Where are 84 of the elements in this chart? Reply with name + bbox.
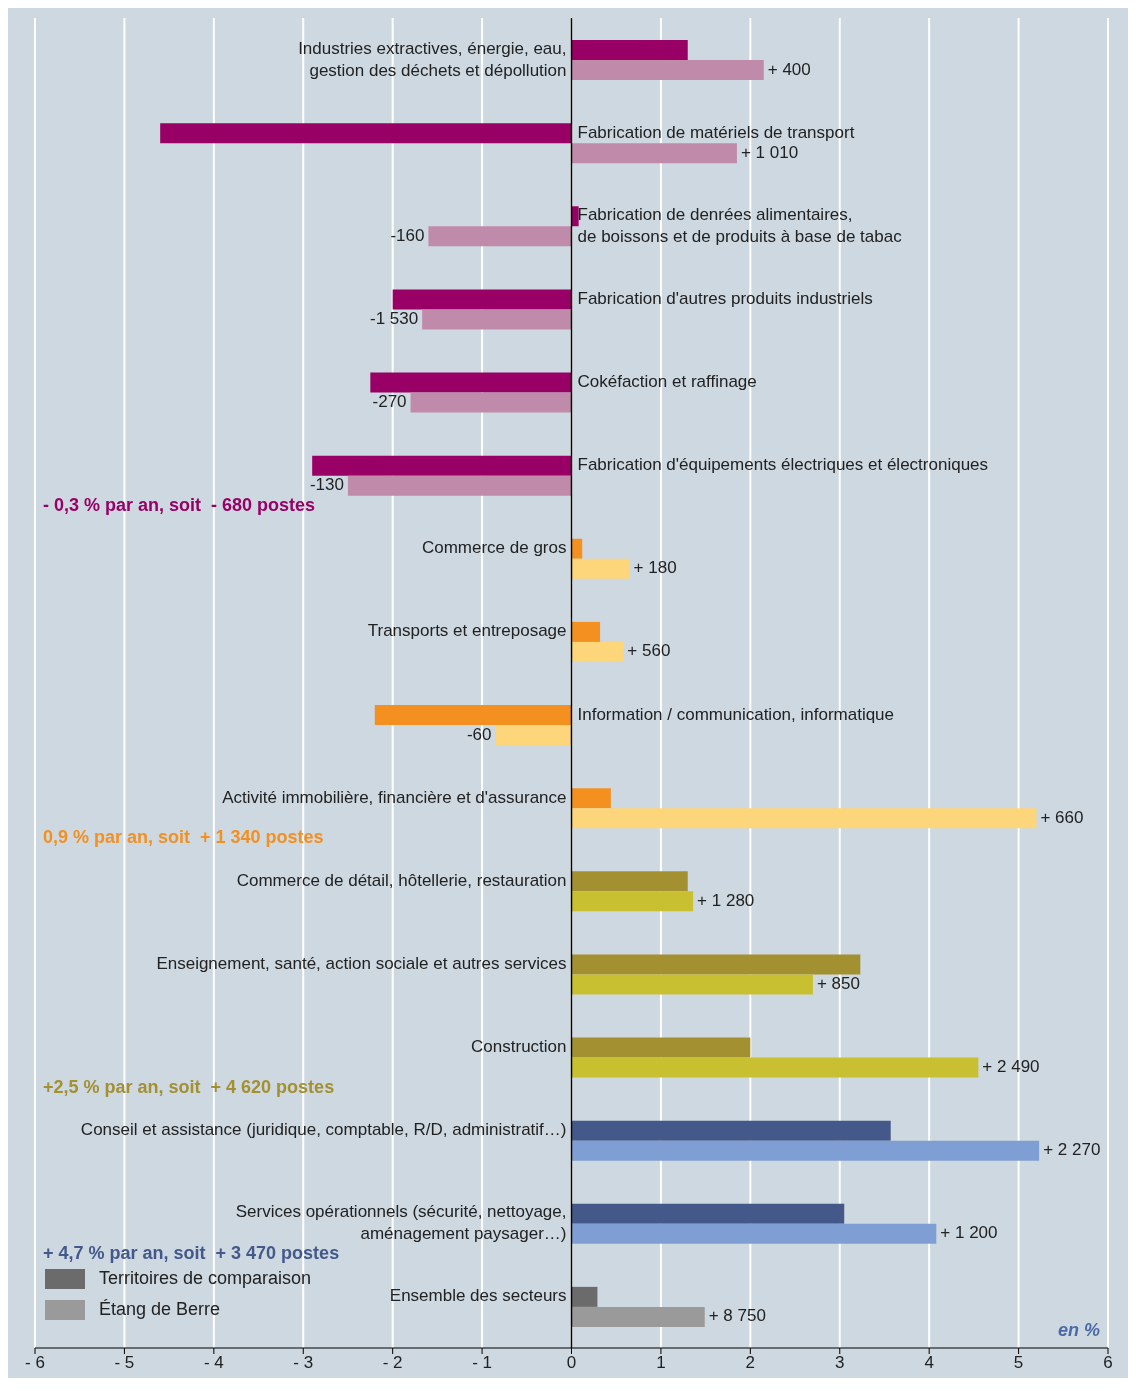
bar — [571, 871, 688, 892]
x-tick-label: 2 — [745, 1353, 756, 1373]
annotation: - 0,3 % par an, soit - 680 postes — [43, 494, 316, 516]
bar — [495, 725, 572, 745]
x-tick-label: 0 — [566, 1353, 577, 1373]
annotation: +2,5 % par an, soit + 4 620 postes — [43, 1076, 335, 1098]
bar — [370, 372, 572, 393]
bar — [347, 475, 572, 496]
bar — [571, 641, 624, 662]
y-tick-label: Services opérationnels (sécurité, nettoyage, aménagement paysager…) — [235, 1202, 567, 1244]
y-tick-label: Fabrication de matériels de transport — [577, 121, 855, 144]
bar — [428, 226, 572, 247]
x-tick-label: - 1 — [472, 1353, 493, 1373]
bar — [571, 1037, 751, 1058]
y-tick-label: Transports et entreposage — [367, 620, 567, 643]
annotation: + 2 270 — [1043, 1140, 1101, 1161]
bar — [571, 974, 813, 995]
bar — [571, 1286, 598, 1307]
bar — [571, 1120, 891, 1141]
bar — [571, 40, 688, 60]
bar — [392, 289, 572, 310]
bar — [571, 954, 861, 975]
bar — [571, 1306, 705, 1327]
legend-label: Territoires de comparaison — [98, 1268, 312, 1289]
y-tick-label: Fabrication d'équipements électriques et électroniques — [577, 454, 989, 477]
x-tick-label: - 6 — [25, 1353, 45, 1373]
annotation: + 180 — [633, 558, 677, 579]
y-tick-label: Construction — [471, 1036, 567, 1059]
x-tick-label: - 3 — [293, 1353, 314, 1373]
bar — [571, 621, 601, 642]
x-tick-label: 4 — [924, 1353, 934, 1373]
bar — [571, 143, 737, 164]
annotation: + 8 750 — [708, 1306, 766, 1327]
y-tick-label: Cokéfaction et raffinage — [577, 371, 757, 394]
annotation: -130 — [309, 475, 344, 496]
y-tick-label: Commerce de gros — [421, 537, 567, 560]
annotation: + 660 — [1040, 807, 1084, 828]
annotation: -160 — [390, 225, 425, 246]
bar — [571, 206, 579, 227]
annotation: + 2 490 — [982, 1057, 1040, 1078]
x-tick-label: 3 — [835, 1353, 845, 1373]
annotation: -270 — [372, 392, 407, 413]
bar — [571, 558, 630, 579]
annotation: + 1 200 — [940, 1223, 998, 1244]
y-tick-label: Conseil et assistance (juridique, comptable, R/D, administratif…) — [80, 1119, 567, 1142]
bar — [312, 455, 572, 476]
annotation: -60 — [466, 724, 492, 745]
annotation: + 1 010 — [740, 142, 799, 163]
bar — [422, 309, 572, 330]
bar — [571, 1057, 979, 1078]
annotation: + 560 — [627, 641, 671, 662]
x-tick-label: - 4 — [203, 1353, 224, 1373]
annotation: + 1 280 — [697, 890, 755, 911]
annotation: 0,9 % par an, soit + 1 340 postes — [43, 827, 324, 849]
y-tick-label: Fabrication d'autres produits industriels — [577, 287, 873, 310]
y-tick-label: Commerce de détail, hôtellerie, restauration — [236, 869, 567, 892]
bar — [571, 60, 764, 80]
y-tick-label: Industries extractives, énergie, eau, gestion des déchets et dépollution — [298, 37, 567, 82]
annotation: + 400 — [767, 59, 811, 80]
bar — [571, 1140, 1040, 1161]
annotation: + 850 — [816, 973, 860, 994]
x-tick-label: 5 — [1013, 1353, 1024, 1373]
annotation: -1 530 — [369, 308, 419, 329]
bar — [571, 538, 583, 559]
bar — [571, 1203, 845, 1224]
x-tick-label: - 2 — [382, 1353, 403, 1373]
x-tick-label: - 5 — [114, 1353, 135, 1373]
y-tick-label: Information / communication, informatique — [577, 703, 895, 726]
y-tick-label: Ensemble des secteurs — [389, 1285, 567, 1308]
legend-label: Étang de Berre — [98, 1299, 222, 1320]
bar — [571, 808, 1037, 829]
bar — [571, 788, 611, 809]
bar — [160, 123, 572, 144]
y-tick-label: Fabrication de denrées alimentaires, de boissons et de produits à base de tabac — [577, 203, 902, 248]
x-tick-label: 1 — [656, 1353, 666, 1373]
bar — [374, 705, 572, 725]
annotation: en % — [1057, 1320, 1100, 1341]
bar — [571, 891, 694, 912]
bar — [571, 1223, 937, 1244]
x-tick-label: 6 — [1103, 1353, 1113, 1373]
y-tick-label: Enseignement, santé, action sociale et autres services — [156, 952, 567, 975]
bar — [410, 392, 572, 413]
annotation: + 4,7 % par an, soit + 3 470 postes — [43, 1242, 340, 1264]
y-tick-label: Activité immobilière, financière et d'assurance — [222, 786, 567, 809]
